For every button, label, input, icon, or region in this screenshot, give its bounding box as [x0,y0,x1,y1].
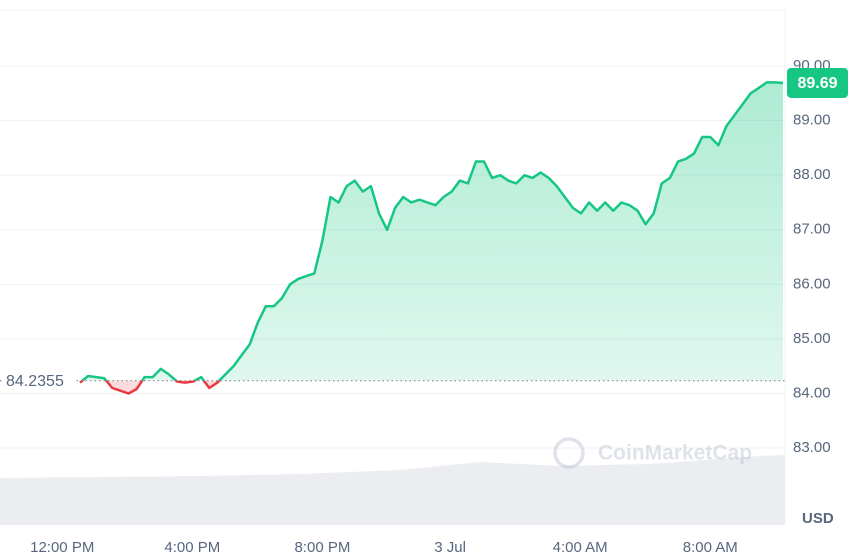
watermark-logo [553,437,585,469]
y-tick-label: 88.00 [793,166,831,183]
y-tick-label: 83.00 [793,439,831,456]
area-above [82,82,783,381]
watermark: CoinMarketCap [553,437,752,469]
current-price-label: 89.69 [797,75,837,92]
volume-area [0,455,785,525]
x-tick-label: 8:00 PM [294,539,350,556]
y-tick-label: 84.00 [793,384,831,401]
x-tick-label: 4:00 AM [553,539,608,556]
y-tick-label: 85.00 [793,330,831,347]
price-line-up [80,81,784,381]
x-tick-label: 3 Jul [434,539,466,556]
current-price-badge [787,67,848,98]
baseline-label: 84.2355 [6,373,64,390]
y-tick-label: 86.00 [793,275,831,292]
baseline-label-bg [2,369,76,392]
y-tick-label: 89.00 [793,112,831,129]
x-tick-label: 8:00 AM [683,539,738,556]
x-tick-label: 4:00 PM [164,539,220,556]
x-tick-label: 12:00 PM [30,539,94,556]
currency-label: USD [802,510,834,527]
watermark-text: CoinMarketCap [598,442,752,465]
y-tick-label: 87.00 [793,221,831,238]
